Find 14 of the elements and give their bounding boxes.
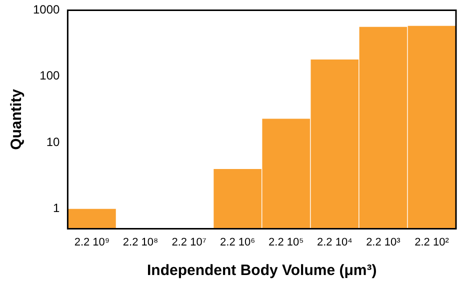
y-tick-label: 100: [40, 68, 60, 83]
x-axis-title: Independent Body Volume (μm³): [146, 262, 377, 280]
y-tick-label: 1: [53, 201, 60, 216]
x-tick-label: 2.2 10⁹: [74, 236, 110, 248]
x-tick-label: 2.2 10⁷: [172, 236, 206, 248]
x-tick-label: 2.2 10⁵: [268, 236, 304, 248]
y-tick-label: 1000: [32, 2, 60, 17]
y-axis-title: Quantity: [8, 88, 26, 150]
x-tick-label: 2.2 10³: [366, 236, 401, 248]
x-tick-label: 2.2 10⁴: [317, 236, 353, 248]
y-tick-label: 10: [46, 134, 60, 149]
x-tick-label: 2.2 10⁶: [220, 236, 256, 248]
x-tick-label: 2.2 10²: [414, 236, 450, 248]
x-tick-label: 2.2 10⁸: [122, 236, 158, 248]
